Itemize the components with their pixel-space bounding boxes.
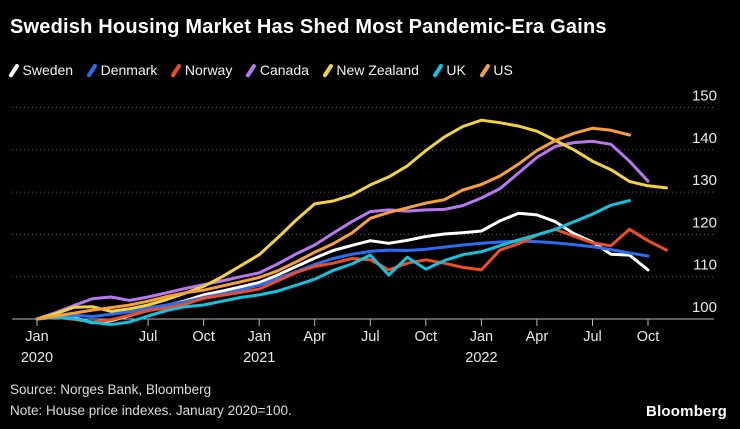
x-tick-label: Jul <box>361 329 380 345</box>
x-tick-label: Apr <box>526 329 549 345</box>
x-tick-label: Oct <box>637 329 660 345</box>
series-line-canada <box>35 139 650 321</box>
legend-label: Sweden <box>22 62 74 78</box>
x-tick-label: Jan <box>25 329 48 345</box>
y-tick-label: 130 <box>692 172 717 189</box>
x-tick-year-label: 2021 <box>243 350 275 366</box>
page-title: Swedish Housing Market Has Shed Most Pan… <box>10 16 607 38</box>
legend-item-sweden: Sweden <box>8 62 74 78</box>
legend-item-new-zealand: New Zealand <box>322 62 419 78</box>
y-tick-label: 140 <box>692 130 717 147</box>
legend-label: New Zealand <box>336 62 419 78</box>
x-tick-label: Oct <box>415 329 438 345</box>
y-tick-label: 120 <box>692 214 717 231</box>
source-line: Source: Norges Bank, Bloomberg <box>10 382 212 397</box>
legend-item-norway: Norway <box>170 62 233 78</box>
x-tick-year-label: 2020 <box>21 350 53 366</box>
legend-item-denmark: Denmark <box>86 62 158 78</box>
bloomberg-logo: Bloomberg <box>646 403 727 420</box>
y-tick-label: 150 <box>692 88 717 105</box>
x-tick-label: Apr <box>303 329 326 345</box>
series-line-denmark <box>35 239 650 321</box>
x-tick-label: Jul <box>139 329 158 345</box>
legend-label: UK <box>446 62 466 78</box>
legend-label: US <box>493 62 513 78</box>
note-line: Note: House price indexes. January 2020=… <box>10 403 292 418</box>
x-tick-year-label: 2022 <box>465 350 497 366</box>
x-tick-label: Jan <box>248 329 271 345</box>
legend-label: Canada <box>259 62 309 78</box>
x-tick-label: Oct <box>192 329 215 345</box>
series-line-new-zealand <box>35 118 668 321</box>
series-line-norway <box>35 227 668 324</box>
legend-item-uk: UK <box>432 62 466 78</box>
legend-label: Denmark <box>100 62 158 78</box>
y-tick-label: 110 <box>693 257 717 274</box>
series-line-us <box>35 126 631 321</box>
legend: Sweden Denmark Norway Canada New Zealand UK US <box>8 62 513 78</box>
x-tick-label: Jul <box>583 329 602 345</box>
x-tick-label: Jan <box>470 329 493 345</box>
footer: Source: Norges Bank, Bloomberg Note: Hou… <box>10 379 292 421</box>
legend-label: Norway <box>184 62 233 78</box>
series-line-uk <box>35 199 631 326</box>
legend-item-us: US <box>479 62 513 78</box>
legend-item-canada: Canada <box>245 62 309 78</box>
y-tick-label: 100 <box>692 299 717 316</box>
